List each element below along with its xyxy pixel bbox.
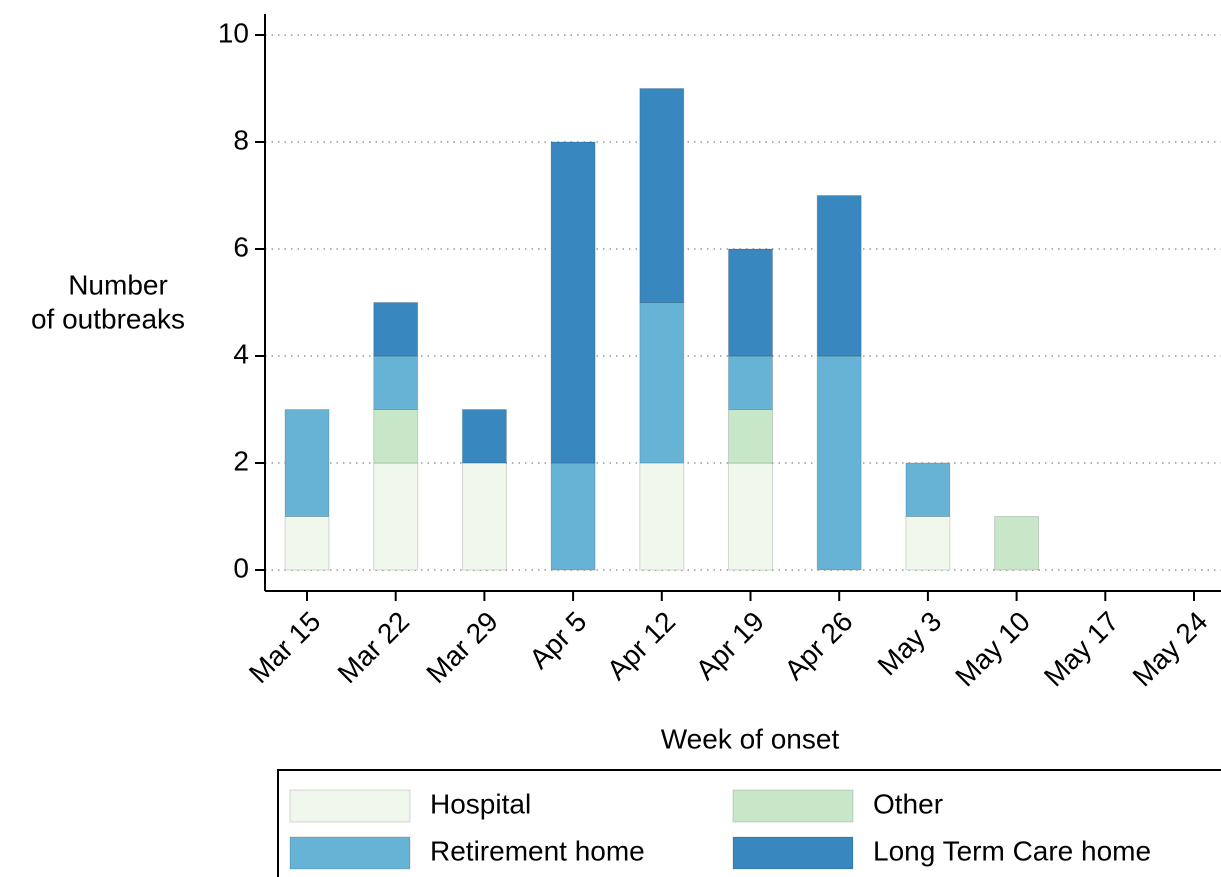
bar-segment [816,355,862,571]
bar-segment [639,462,685,571]
bar-segment [728,409,773,464]
bar-segment [905,462,951,517]
legend-label: Long Term Care home [873,835,1151,866]
bar-segment [284,409,330,517]
legend-label: Retirement home [430,835,645,866]
bar-segment [461,409,507,464]
y-tick-label: 4 [233,338,249,369]
y-tick-label: 6 [233,231,249,262]
bar-segment [373,302,419,357]
x-tick-label: Apr 26 [778,606,858,686]
y-tick-label: 0 [233,552,249,583]
y-axis-label: of outbreaks [31,303,185,334]
bar-segment [639,88,685,303]
y-tick-label: 2 [233,445,249,476]
y-axis-label: Number [68,269,168,300]
legend-label: Other [873,788,943,819]
x-tick-label: Mar 15 [243,606,327,690]
legend-box [277,769,1221,877]
x-tick-label: Apr 12 [601,606,681,686]
legend-swatch [732,789,854,823]
bar-segment [284,516,330,571]
bar-segment [905,516,951,571]
bar-segment [373,462,419,571]
bar-segment [550,141,596,464]
bar-segment [461,462,507,571]
legend-label: Hospital [430,788,531,819]
x-tick-label: May 24 [1127,606,1214,693]
y-tick-label: 8 [233,124,249,155]
x-tick-label: May 10 [949,606,1036,693]
bar-segment [728,248,773,357]
bar-segment [994,516,1040,571]
legend-swatch [732,836,854,870]
bar-segment [728,355,773,410]
x-tick-label: Mar 22 [332,606,416,690]
x-tick-label: Apr 5 [523,606,592,675]
bar-segment [816,195,862,357]
bar-segment [373,355,419,410]
x-tick-label: May 3 [872,606,948,682]
bar-segment [373,409,419,464]
legend-swatch [289,789,411,823]
x-tick-label: May 17 [1038,606,1125,693]
bar-segment [550,462,596,571]
legend-swatch [289,836,411,870]
x-axis-label: Week of onset [661,723,840,754]
x-tick-label: Mar 29 [420,606,504,690]
x-tick-label: Apr 19 [690,606,770,686]
y-tick-label: 10 [218,17,249,48]
bar-segment [639,302,685,464]
bar-segment [728,462,773,571]
